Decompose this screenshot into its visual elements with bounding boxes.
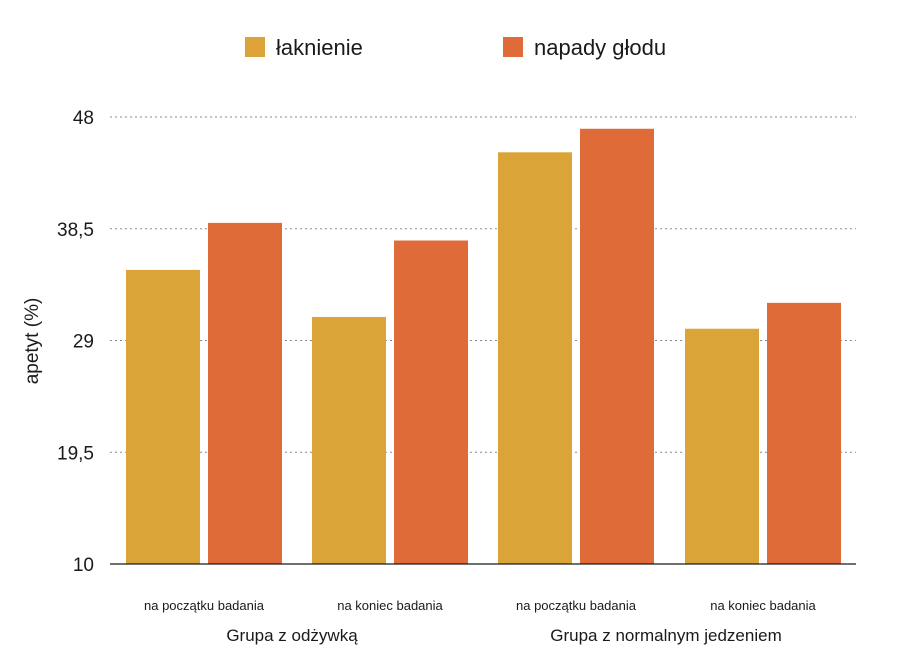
- bar-laknienie: [498, 152, 572, 564]
- legend-label: łaknienie: [276, 35, 363, 60]
- bar-napady-glodu: [208, 222, 282, 565]
- x-group-label: Grupa z normalnym jedzeniem: [550, 626, 781, 645]
- y-tick-label: 19,5: [57, 443, 94, 464]
- y-tick-label: 10: [73, 555, 94, 576]
- y-tick-label: 38,5: [57, 220, 94, 241]
- bars: [126, 128, 841, 565]
- bar-napady-glodu: [580, 128, 654, 564]
- bar-napady-glodu: [767, 302, 841, 564]
- x-category-label: na początku badania: [144, 598, 265, 613]
- x-category-label: na koniec badania: [710, 598, 816, 613]
- bar-laknienie: [126, 269, 200, 564]
- x-category-label: na koniec badania: [337, 598, 443, 613]
- bar-napady-glodu: [394, 240, 468, 564]
- y-tick-label: 48: [73, 108, 94, 129]
- legend-label: napady głodu: [534, 35, 666, 60]
- x-axis-groups: Grupa z odżywką Grupa z normalnym jedzeni…: [226, 626, 781, 645]
- y-axis-ticks: 10 19,5 29 38,5 48: [57, 108, 94, 576]
- bar-laknienie: [685, 328, 759, 564]
- x-axis-categories: na początku badania na koniec badania na p…: [144, 598, 817, 613]
- legend-swatch: [503, 37, 523, 57]
- legend-swatch: [245, 37, 265, 57]
- legend: łaknienie napady głodu: [245, 35, 666, 60]
- bar-laknienie: [312, 316, 386, 564]
- y-axis-label: apetyt (%): [22, 298, 43, 385]
- x-category-label: na początku badania: [516, 598, 637, 613]
- x-group-label: Grupa z odżywką: [226, 626, 358, 645]
- y-tick-label: 29: [73, 332, 94, 353]
